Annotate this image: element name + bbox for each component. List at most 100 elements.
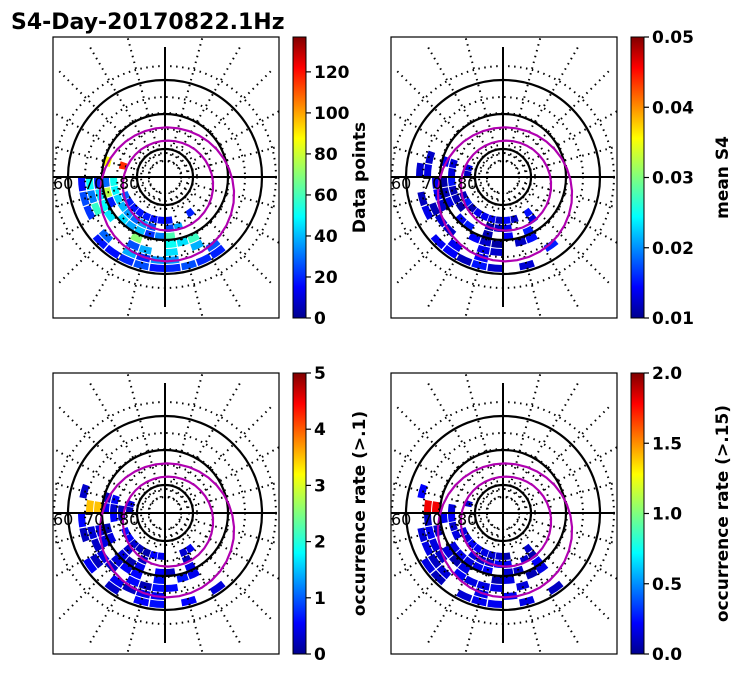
colorbar-tick-label: 0.0 [652, 645, 682, 665]
heatmap-cell [425, 150, 436, 164]
heatmap-cell [430, 234, 446, 250]
heatmap-cell [495, 552, 503, 560]
heatmap-cell [187, 568, 201, 580]
heatmap-cell [133, 259, 150, 271]
dotted-meridian [391, 481, 488, 510]
polar-plot-area: 60 70 80 [391, 373, 617, 654]
heatmap-cell [138, 244, 152, 255]
latitude-label: 80 [457, 510, 477, 529]
latitude-label: 70 [422, 174, 442, 193]
figure-title: S4-Day-20170822.1Hz [11, 10, 285, 35]
heatmap-cell [503, 216, 511, 224]
colorbar-tick-label: 2 [314, 533, 326, 553]
dotted-meridian [178, 520, 279, 580]
dotted-meridian [178, 184, 279, 244]
heatmap-cell [122, 246, 138, 259]
colorbar-tick-label: 0.03 [652, 169, 694, 189]
dotted-meridian [516, 110, 617, 170]
dotted-meridian [53, 516, 150, 545]
dotted-meridian [391, 145, 488, 174]
heatmap-cell [448, 513, 456, 523]
heatmap-cell [462, 556, 475, 568]
heatmap-cell [118, 161, 128, 170]
heatmap-cell [495, 216, 503, 224]
dotted-meridian [172, 382, 241, 500]
heatmap-cell [157, 216, 165, 224]
dotted-meridian [175, 187, 272, 284]
heatmap-cell [98, 228, 114, 244]
dotted-meridian [516, 446, 617, 506]
heatmap-cell [209, 244, 226, 259]
heatmap-cell [462, 533, 473, 543]
heatmap-cell [83, 205, 96, 220]
colorbar-label: mean S4 [713, 136, 731, 219]
heatmap-cell [153, 576, 165, 584]
heatmap-cell [447, 238, 463, 252]
heatmap-cell [510, 214, 519, 224]
dotted-meridian [513, 70, 610, 167]
dotted-meridian [175, 523, 272, 620]
heatmap-cell [519, 595, 535, 607]
dotted-meridian [427, 382, 496, 500]
heatmap-cell [479, 211, 490, 222]
colorbar-tick-label: 60 [314, 186, 338, 206]
dotted-meridian [464, 37, 500, 162]
heatmap-cell [126, 506, 134, 513]
heatmap-cell [118, 253, 135, 266]
heatmap-cell [190, 239, 204, 251]
heatmap-cell [135, 543, 145, 554]
heatmap-cell [165, 216, 173, 224]
heatmap-cell [489, 584, 503, 592]
heatmap-cell [442, 244, 459, 259]
colorbar-tick-label: 0.02 [652, 239, 694, 259]
heatmap-cell [126, 239, 140, 251]
heatmap-cell [181, 259, 197, 271]
dotted-meridian [506, 37, 542, 162]
heatmap-cell [487, 599, 503, 608]
heatmap-cell [209, 580, 226, 595]
dotted-meridian [518, 516, 617, 545]
heatmap-cell [91, 202, 103, 216]
colorbar [630, 36, 645, 319]
heatmap-cell [205, 238, 221, 252]
dotted-meridian [58, 523, 155, 620]
heatmap-cell [165, 232, 176, 240]
dotted-meridian [396, 523, 493, 620]
colorbar-label: Data points [350, 122, 370, 233]
heatmap-cell [151, 584, 165, 592]
colorbar-tick-label: 0.04 [652, 98, 694, 118]
colorbar-tick-label: 40 [314, 227, 338, 247]
dotted-meridian [53, 520, 152, 579]
colorbar-tick-label: 100 [314, 104, 350, 124]
heatmap-cell [106, 532, 117, 545]
heatmap-cell [525, 232, 539, 244]
heatmap-cell [165, 263, 181, 272]
heatmap-cell [424, 513, 432, 527]
colorbar-tick-label: 0.05 [652, 28, 694, 48]
dotted-meridian [89, 382, 158, 500]
heatmap-cell [111, 554, 124, 568]
colorbar-tick-label: 20 [314, 268, 338, 288]
dotted-meridian [53, 145, 150, 174]
dotted-meridian [168, 373, 204, 498]
heatmap-cell [432, 501, 440, 513]
dotted-meridian [178, 110, 279, 170]
inner-boundary-curve [459, 475, 553, 568]
inner-boundary-curve [459, 139, 553, 232]
heatmap-cell [429, 538, 441, 552]
heatmap-cell [428, 553, 442, 569]
dotted-meridian [510, 46, 579, 164]
latitude-label: 70 [84, 174, 104, 193]
heatmap-cell [523, 207, 533, 218]
heatmap-cell [176, 573, 189, 583]
dotted-meridian [518, 180, 617, 209]
heatmap-cell [429, 202, 441, 216]
heatmap-cell [543, 238, 559, 252]
heatmap-cell [416, 162, 425, 177]
heatmap-cell [448, 167, 456, 177]
dotted-meridian [391, 520, 490, 579]
dotted-meridian [396, 406, 493, 503]
colorbar-tick-label: 3 [314, 476, 326, 496]
heatmap-cell [523, 543, 533, 554]
